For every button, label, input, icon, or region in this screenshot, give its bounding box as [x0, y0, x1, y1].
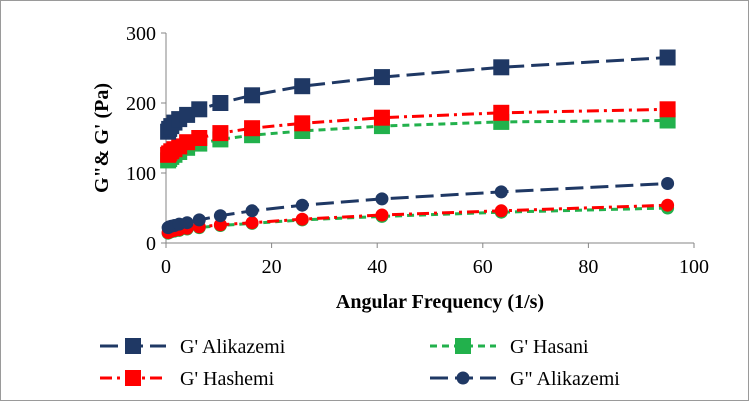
- data-point: [245, 216, 259, 230]
- legend-label: G' Hasani: [510, 336, 589, 358]
- legend-marker: [125, 370, 141, 386]
- y-axis-title: G"& G' (Pa): [91, 83, 113, 193]
- legend-label: G" Alikazemi: [510, 368, 620, 390]
- series-3: [161, 177, 675, 235]
- data-point: [191, 130, 208, 146]
- legend-item: G' Hasani: [430, 336, 589, 358]
- y-tick-label: 200: [126, 93, 156, 115]
- legend-label: G' Alikazemi: [180, 336, 286, 358]
- data-point: [373, 109, 390, 126]
- data-point: [180, 216, 194, 230]
- data-point: [661, 198, 675, 212]
- data-point: [493, 104, 510, 121]
- legend-item: G' Hashemi: [100, 368, 275, 390]
- data-point: [373, 69, 390, 86]
- legend: G' Alikazemi G' Hasani G' Hashemi G" Alikaz…: [100, 336, 620, 390]
- data-point: [179, 134, 196, 151]
- series-line: [166, 107, 668, 156]
- y-tick-label: 0: [146, 233, 156, 255]
- series-4: [161, 198, 675, 239]
- data-point: [213, 218, 227, 232]
- series-line: [166, 119, 668, 162]
- data-point: [375, 192, 389, 206]
- data-point: [191, 101, 208, 118]
- data-point: [244, 87, 261, 104]
- x-tick-label: 80: [578, 256, 598, 278]
- x-tick-label: 60: [473, 256, 493, 278]
- data-point: [494, 185, 508, 199]
- data-point: [213, 209, 227, 223]
- data-point: [295, 198, 309, 212]
- series-line: [167, 182, 668, 229]
- x-tick-label: 100: [679, 256, 709, 278]
- y-tick-label: 300: [126, 23, 156, 45]
- data-point: [375, 208, 389, 222]
- legend-item: G' Alikazemi: [100, 336, 286, 358]
- series-2: [160, 112, 676, 169]
- data-point: [244, 120, 261, 137]
- data-point: [294, 115, 311, 132]
- data-point: [212, 95, 229, 111]
- series-line: [166, 56, 668, 133]
- data-point: [659, 101, 676, 118]
- data-point: [212, 125, 229, 142]
- data-point: [659, 49, 676, 66]
- y-tick-label: 100: [126, 163, 156, 185]
- legend-label: G' Hashemi: [180, 368, 275, 390]
- x-axis-title: Angular Frequency (1/s): [336, 291, 544, 313]
- data-point: [295, 212, 309, 226]
- x-tick-label: 20: [262, 256, 282, 278]
- series-1: [160, 101, 676, 163]
- data-point: [493, 59, 510, 76]
- data-point: [192, 213, 206, 227]
- series-0: [160, 49, 676, 140]
- x-tick-label: 0: [161, 256, 171, 278]
- data-point: [494, 204, 508, 218]
- data-point: [294, 78, 311, 95]
- x-tick-label: 40: [367, 256, 387, 278]
- legend-marker: [455, 338, 471, 354]
- data-point: [245, 204, 259, 218]
- legend-marker: [125, 338, 141, 354]
- legend-marker: [456, 371, 470, 385]
- series-layer: [160, 49, 676, 240]
- legend-item: G" Alikazemi: [430, 368, 620, 390]
- data-point: [661, 177, 675, 190]
- data-point: [179, 106, 196, 123]
- axes: 0 100 200 300 0 20 40 60 80 100: [126, 23, 709, 278]
